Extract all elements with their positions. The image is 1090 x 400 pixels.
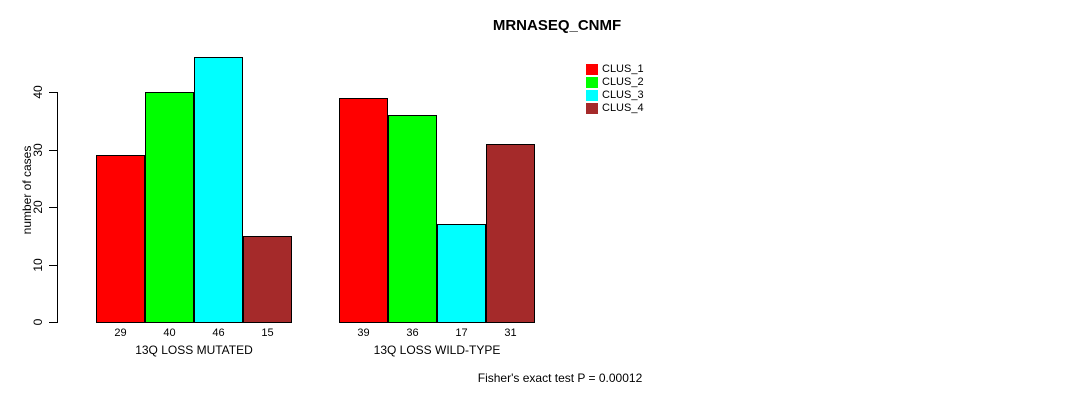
bar-clus_2-group1 — [145, 92, 194, 323]
legend-swatch-clus_3 — [586, 90, 598, 101]
bar-clus_4-group1 — [243, 236, 292, 323]
group-label: 13Q LOSS WILD-TYPE — [373, 343, 501, 357]
bar-value-label: 46 — [212, 327, 225, 339]
legend-swatch-clus_1 — [586, 64, 598, 75]
bar-value-label: 15 — [261, 327, 274, 339]
bar-value-label: 40 — [163, 327, 176, 339]
fisher-test-annotation: Fisher's exact test P = 0.00012 — [477, 371, 643, 385]
bar-value-label: 39 — [357, 327, 370, 339]
y-tick-label: 0 — [31, 318, 45, 326]
bar-value-label: 36 — [406, 327, 419, 339]
legend-label-clus_2: CLUS_2 — [602, 76, 644, 88]
y-tick-mark — [49, 149, 57, 151]
chart-title: MRNASEQ_CNMF — [492, 17, 622, 34]
bar-clus_3-group2 — [437, 224, 486, 323]
bar-clus_3-group1 — [194, 57, 243, 323]
bar-clus_2-group2 — [388, 115, 437, 323]
y-tick-mark — [49, 322, 57, 323]
legend-label-clus_4: CLUS_4 — [602, 102, 644, 114]
bar-clus_4-group2 — [486, 144, 535, 323]
legend-label-clus_3: CLUS_3 — [602, 89, 644, 101]
group-label: 13Q LOSS MUTATED — [135, 343, 253, 357]
y-tick-label: 30 — [31, 142, 45, 157]
bar-value-label: 29 — [114, 327, 127, 339]
legend-label-clus_1: CLUS_1 — [602, 63, 644, 75]
bar-value-label: 31 — [504, 327, 517, 339]
y-tick-mark — [49, 207, 57, 208]
y-tick-label: 10 — [31, 257, 45, 272]
legend-swatch-clus_2 — [586, 77, 598, 88]
bar-clus_1-group2 — [339, 98, 388, 323]
y-tick-label: 40 — [31, 85, 45, 99]
legend-swatch-clus_4 — [586, 103, 598, 114]
bar-clus_1-group1 — [96, 155, 145, 323]
y-tick-label: 20 — [31, 200, 45, 214]
y-tick-mark — [49, 264, 57, 266]
bar-value-label: 17 — [455, 327, 468, 339]
y-axis-line — [57, 92, 58, 323]
y-tick-mark — [49, 92, 57, 93]
y-axis-label: number of cases — [20, 145, 34, 235]
